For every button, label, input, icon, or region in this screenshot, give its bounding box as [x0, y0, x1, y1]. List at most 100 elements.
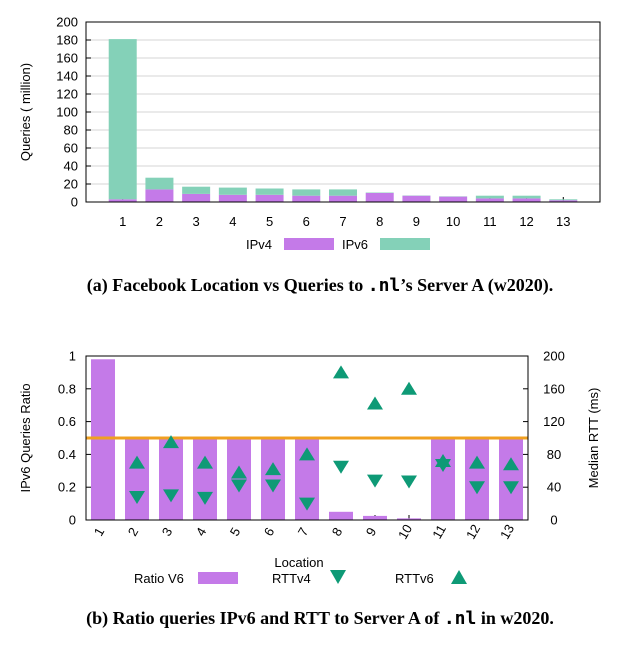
chart-a-caption-prefix: (a) Facebook Location vs Queries to: [87, 275, 368, 296]
chart-b-ratio-bar: [227, 438, 251, 520]
chart-b-left-y-tick-label: 0.2: [58, 480, 76, 495]
legend-rttv6-label: RTTv6: [395, 571, 434, 586]
chart-b-x-tick-label: 2: [125, 525, 142, 539]
chart-a-x-tick-label: 9: [413, 214, 420, 229]
chart-b-x-tick-label: 10: [395, 522, 415, 542]
chart-b-right-y-tick-label: 120: [543, 414, 565, 429]
chart-b-ratio-bar: [363, 515, 387, 520]
chart-a-bar-ipv4: [218, 194, 247, 202]
chart-b-ratio-bar: [465, 438, 489, 520]
chart-a-bar-ipv6: [108, 39, 137, 200]
chart-a-x-tick-label: 8: [376, 214, 383, 229]
chart-a-bar-ipv4: [475, 198, 504, 202]
chart-a-bar-ipv6: [292, 189, 321, 196]
chart-b-left-y-tick-label: 0.4: [58, 447, 76, 462]
chart-a-bar-ipv4: [255, 194, 284, 202]
chart-b-x-tick-label: 8: [329, 525, 346, 539]
chart-b-rttv6-marker: [503, 457, 519, 471]
chart-b-rttv6-marker: [163, 435, 179, 449]
chart-a-x-tick-label: 1: [119, 214, 126, 229]
chart-a-bar-ipv6: [218, 187, 247, 195]
chart-a-bar-ipv6: [475, 195, 504, 199]
chart-b-caption-code: .nl: [444, 608, 477, 629]
chart-b-rttv4-marker: [401, 475, 417, 489]
chart-b-caption: (b) Ratio queries IPv6 and RTT to Server…: [86, 608, 554, 629]
chart-a-x-tick-label: 13: [556, 214, 570, 229]
chart-b-ratio-bar: [261, 438, 285, 520]
chart-a-bar-ipv4: [329, 195, 357, 202]
chart-b-rttv4-marker: [197, 491, 213, 505]
chart-b-legend: Ratio V6 RTTv4 RTTv6: [134, 570, 467, 586]
chart-b-x-axis-label: Location: [274, 555, 323, 570]
chart-b-rttv4-marker: [265, 479, 281, 493]
chart-a-bar-ipv4: [292, 195, 321, 202]
chart-b-left-y-axis-label: IPv6 Queries Ratio: [18, 383, 33, 492]
chart-a-bar-ipv6: [145, 177, 174, 190]
chart-b-ratio-bar: [193, 438, 217, 520]
chart-b-right-y-axis-label: Median RTT (ms): [586, 388, 601, 489]
chart-a-y-tick-label: 140: [56, 69, 78, 84]
chart-b-rttv4-marker: [367, 474, 383, 488]
chart-b-rttv4-marker: [129, 491, 145, 505]
legend-ipv4-label: IPv4: [246, 237, 272, 252]
chart-b-bars: [91, 359, 523, 520]
chart-b-x-tick-label: 4: [193, 525, 210, 539]
chart-b-ratio-bar: [397, 518, 421, 520]
chart-b-rttv4-marker: [469, 481, 485, 495]
chart-b-rttv4-marker: [503, 481, 519, 495]
legend-rttv6-marker: [451, 570, 467, 584]
chart-b-rttv4-marker: [231, 479, 247, 493]
chart-a-bar-ipv6: [329, 189, 357, 196]
chart-a-bars: [108, 39, 578, 202]
chart-a-x-tick-label: 7: [339, 214, 346, 229]
chart-a-bar-ipv4: [512, 198, 541, 202]
chart-a-y-tick-label: 60: [64, 141, 78, 156]
chart-b-rttv6-marker: [401, 381, 417, 395]
chart-b-rttv6-marker: [231, 465, 247, 479]
chart-b-right-y-tick-label: 40: [547, 480, 561, 495]
chart-b-left-y-tick-label: 1: [69, 349, 76, 364]
chart-b-left-y-ticks: 0 0.2 0.4 0.6 0.8 1: [58, 349, 91, 528]
chart-a-plot-frame: [85, 21, 601, 203]
chart-b-x-tick-label: 3: [159, 525, 176, 539]
chart-a-bar-ipv4: [549, 200, 578, 202]
chart-b-plot-frame: [85, 355, 529, 521]
chart-a-y-tick-label: 100: [56, 105, 78, 120]
chart-b-x-tick-label: 1: [91, 525, 108, 539]
chart-a-bar-ipv4: [145, 189, 174, 202]
chart-b-left-y-tick-label: 0.6: [58, 414, 76, 429]
chart-b-right-y-tick-label: 80: [547, 447, 561, 462]
chart-a-y-tick-label: 120: [56, 87, 78, 102]
chart-b-rttv6-marker: [265, 462, 281, 476]
chart-b-right-y-tick-label: 160: [543, 381, 565, 396]
chart-b-rttv6-marker: [469, 455, 485, 469]
chart-b-right-y-tick-label: 0: [550, 513, 557, 528]
chart-a-x-tick-label: 2: [156, 214, 163, 229]
chart-a-y-tick-label: 200: [56, 15, 78, 30]
chart-a-x-tick-label: 12: [519, 214, 533, 229]
legend-ratio-label: Ratio V6: [134, 571, 184, 586]
chart-a-bar-ipv6: [182, 186, 211, 194]
chart-a-y-tick-label: 160: [56, 51, 78, 66]
chart-b-x-tick-label: 12: [463, 522, 483, 542]
chart-a-y-axis-label: Queries ( million): [18, 63, 33, 161]
chart-b-x-tick-label: 13: [497, 522, 517, 542]
chart-a-bar-ipv4: [402, 195, 431, 202]
chart-a-x-tick-label: 6: [303, 214, 310, 229]
chart-b-ratio-bar: [125, 438, 149, 520]
chart-b-rttv6-marker: [197, 455, 213, 469]
chart-a-bar-ipv6: [255, 188, 284, 195]
legend-ratio-swatch: [198, 572, 238, 584]
chart-a-bar-ipv4: [108, 199, 137, 202]
chart-a-caption: (a) Facebook Location vs Queries to .nl’…: [87, 275, 553, 296]
chart-a-bar-ipv4: [182, 193, 211, 202]
chart-a-gridlines: [86, 21, 600, 203]
chart-a-x-tick-label: 10: [446, 214, 460, 229]
chart-b-rttv6-marker: [435, 453, 451, 467]
chart-b-caption-prefix: (b) Ratio queries IPv6 and RTT to Server…: [86, 608, 444, 629]
chart-a-x-tick-label: 4: [229, 214, 236, 229]
chart-a-bar-ipv6: [512, 195, 541, 199]
chart-a-bar-ipv6: [549, 199, 578, 201]
